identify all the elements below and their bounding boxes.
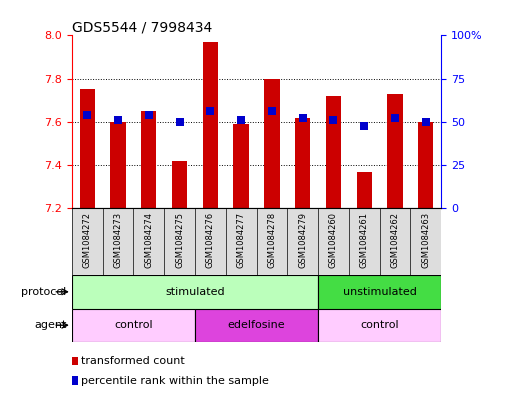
Text: GSM1084278: GSM1084278: [267, 211, 277, 268]
Text: GSM1084276: GSM1084276: [206, 211, 215, 268]
Text: GSM1084262: GSM1084262: [390, 211, 400, 268]
Text: stimulated: stimulated: [165, 287, 225, 297]
Text: GSM1084279: GSM1084279: [298, 211, 307, 268]
Point: [329, 116, 338, 123]
Bar: [318, 275, 441, 309]
Text: GSM1084260: GSM1084260: [329, 211, 338, 268]
Bar: [195, 309, 318, 342]
Bar: [72, 275, 318, 309]
Bar: [264, 79, 280, 208]
Bar: [418, 122, 433, 208]
Text: GSM1084274: GSM1084274: [144, 211, 153, 268]
Text: GSM1084277: GSM1084277: [236, 211, 246, 268]
Text: control: control: [114, 320, 153, 330]
Point: [237, 116, 245, 123]
Bar: [110, 122, 126, 208]
Point: [391, 114, 399, 121]
Point: [175, 119, 184, 125]
Text: percentile rank within the sample: percentile rank within the sample: [81, 376, 269, 386]
Bar: [318, 309, 441, 342]
Bar: [141, 111, 156, 208]
Text: GSM1084273: GSM1084273: [113, 211, 123, 268]
Bar: [326, 96, 341, 208]
Bar: [233, 124, 249, 208]
Point: [114, 116, 122, 123]
Text: GSM1084272: GSM1084272: [83, 211, 92, 268]
Text: GDS5544 / 7998434: GDS5544 / 7998434: [72, 20, 212, 34]
Text: transformed count: transformed count: [81, 356, 185, 366]
Point: [145, 112, 153, 118]
Bar: [72, 309, 195, 342]
Point: [206, 108, 214, 114]
Point: [268, 108, 276, 114]
Point: [360, 123, 368, 129]
Bar: [357, 171, 372, 208]
Bar: [203, 42, 218, 208]
Point: [299, 114, 307, 121]
Text: protocol: protocol: [22, 287, 67, 297]
Bar: [295, 118, 310, 208]
Point: [422, 119, 430, 125]
Bar: [172, 161, 187, 208]
Bar: [387, 94, 403, 208]
Text: control: control: [360, 320, 399, 330]
Text: agent: agent: [34, 320, 67, 330]
Text: GSM1084261: GSM1084261: [360, 211, 369, 268]
Text: GSM1084263: GSM1084263: [421, 211, 430, 268]
Point: [83, 112, 91, 118]
Text: unstimulated: unstimulated: [343, 287, 417, 297]
Text: GSM1084275: GSM1084275: [175, 211, 184, 268]
Text: edelfosine: edelfosine: [228, 320, 285, 330]
Bar: [80, 89, 95, 208]
